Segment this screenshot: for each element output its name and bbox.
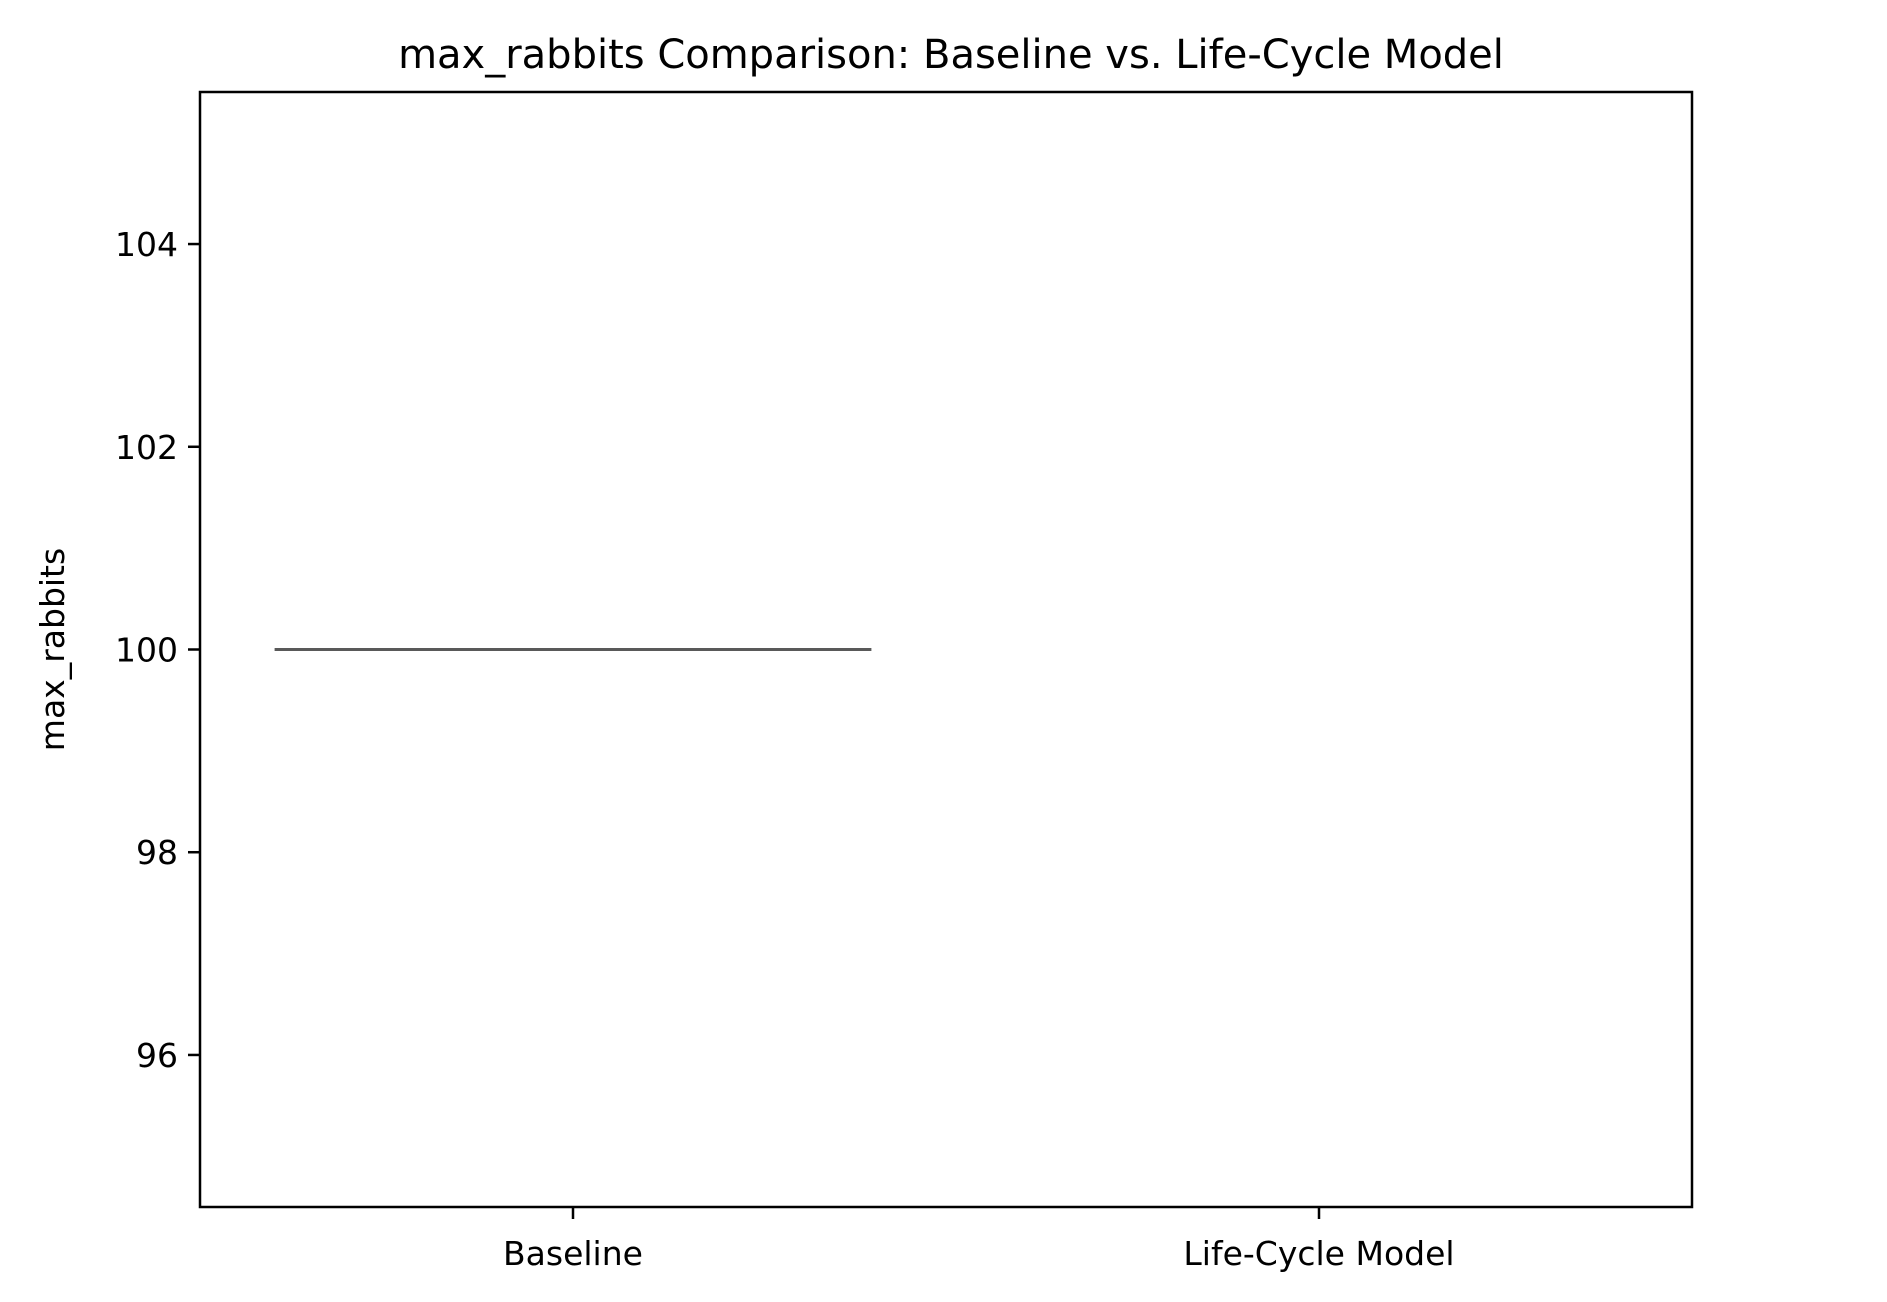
x-tick-label: Life-Cycle Model	[1183, 1234, 1454, 1273]
y-tick-label: 104	[115, 225, 178, 264]
y-tick-label: 102	[115, 428, 178, 467]
x-tick-label: Baseline	[503, 1234, 643, 1273]
y-tick-label: 98	[136, 833, 178, 872]
y-axis-label: max_rabbits	[33, 548, 72, 751]
y-axis: 96 98 100 102 104	[115, 225, 200, 1075]
x-axis: Baseline Life-Cycle Model	[503, 1207, 1455, 1273]
y-tick-label: 100	[115, 631, 178, 670]
chart-title: max_rabbits Comparison: Baseline vs. Lif…	[398, 32, 1504, 78]
y-tick-label: 96	[136, 1036, 178, 1075]
